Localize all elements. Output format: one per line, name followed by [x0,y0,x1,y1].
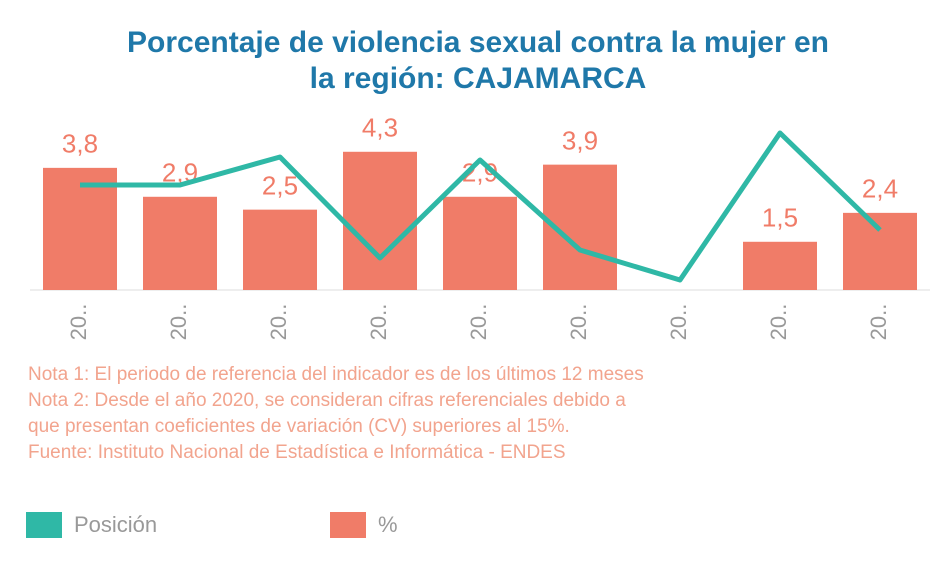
note: Fuente: Instituto Nacional de Estadístic… [28,442,566,463]
data-label: 4,3 [362,113,398,143]
x-tick-label: 20.. [166,304,191,341]
legend-swatch [26,512,62,538]
bar [143,196,217,290]
note: Nota 1: El periodo de referencia del ind… [28,364,644,385]
note: que presentan coeficientes de variación … [28,416,570,437]
chart-title: Porcentaje de violencia sexual contra la… [127,26,829,95]
bar [43,167,117,290]
x-tick-label: 20.. [466,304,491,341]
x-tick-label: 20.. [766,304,791,341]
bar [743,241,817,290]
line [80,130,882,283]
data-label: 1,5 [762,203,798,233]
data-label: 2,4 [862,174,898,204]
bar [343,151,417,290]
x-tick-label: 20.. [866,304,891,341]
x-tick-label: 20.. [266,304,291,341]
legend-label: Posición [74,512,157,537]
x-tick-label: 20.. [366,304,391,341]
x-tick-label: 20.. [566,304,591,341]
legend-label: % [378,512,398,537]
x-tick-label: 20.. [666,304,691,341]
legend-swatch [330,512,366,538]
bar [243,209,317,290]
data-label: 3,8 [62,129,98,159]
data-label: 2,5 [262,171,298,201]
data-label: 3,9 [562,126,598,156]
bar [443,196,517,290]
x-tick-label: 20.. [66,304,91,341]
bar [843,212,917,290]
note: Nota 2: Desde el año 2020, se consideran… [28,390,626,411]
